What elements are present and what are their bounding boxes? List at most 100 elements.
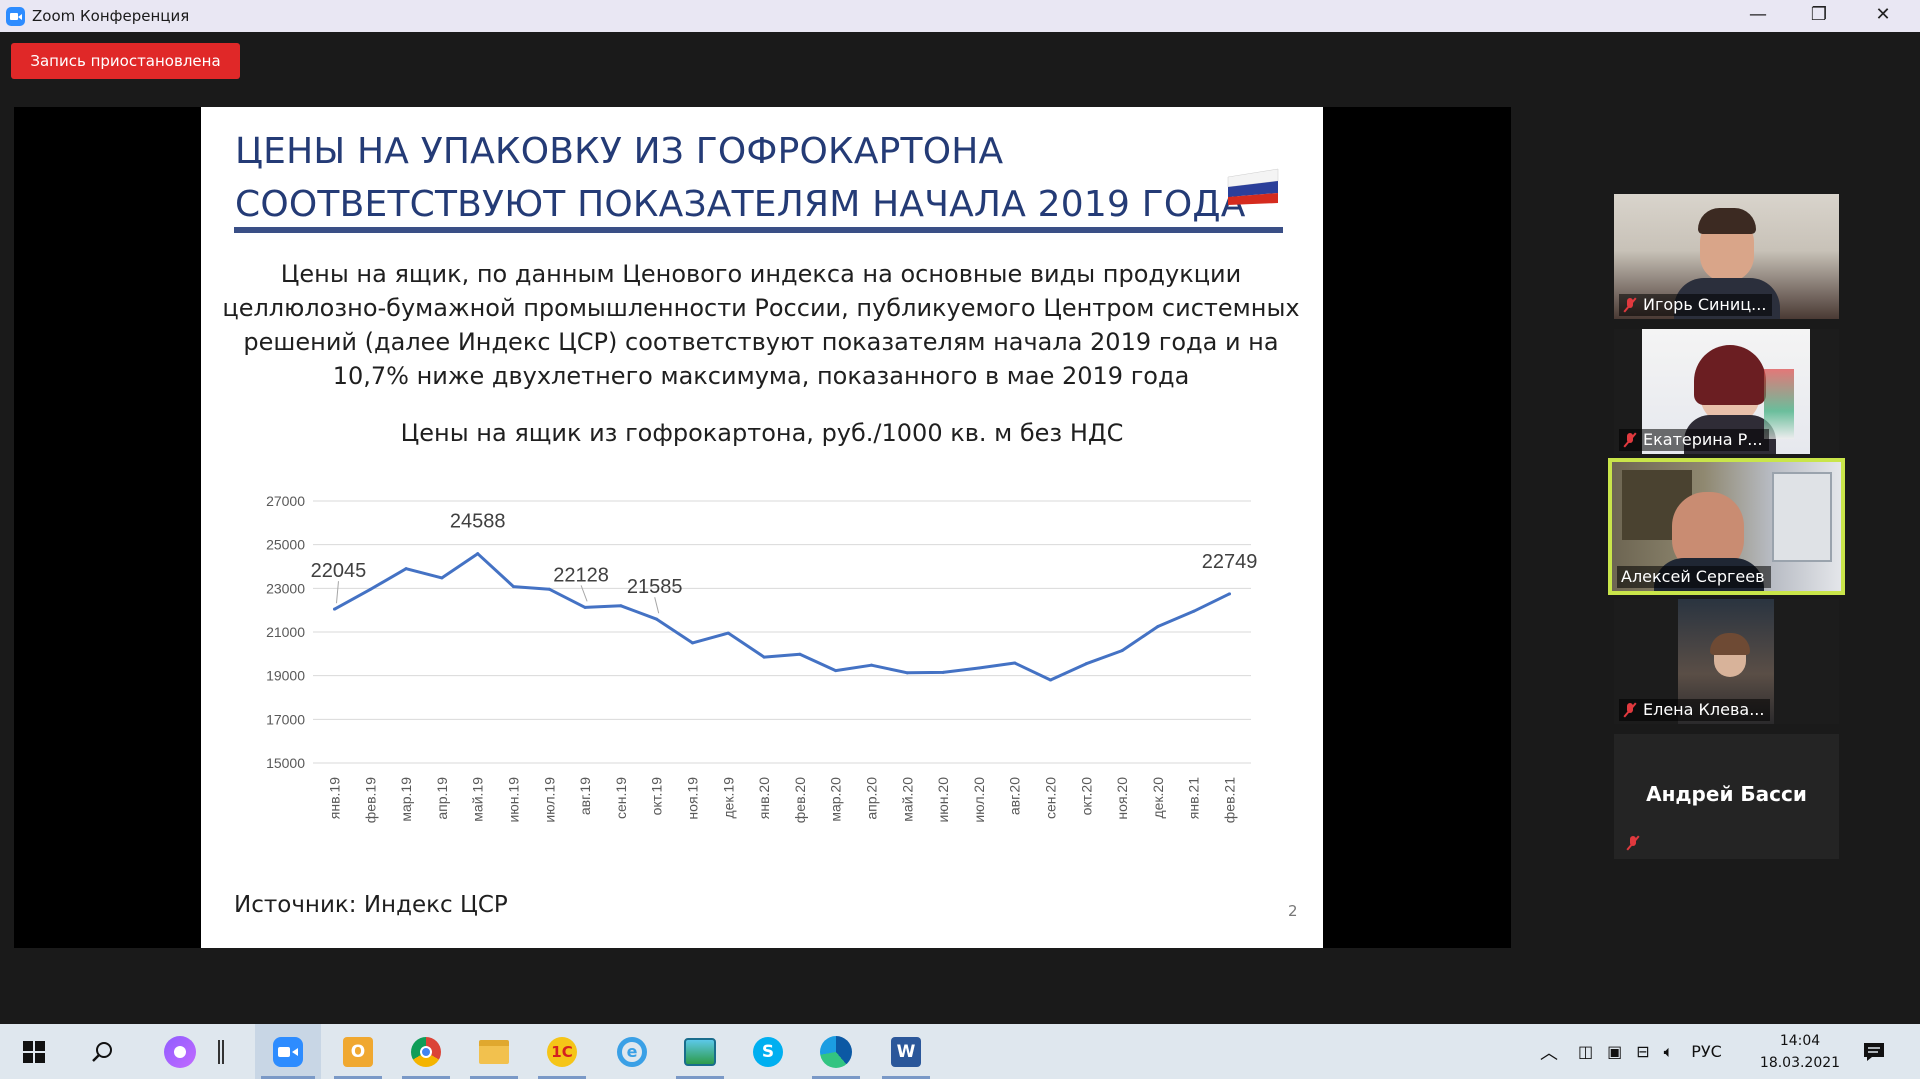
participant-tile-5[interactable]: Андрей Басси xyxy=(1614,734,1839,859)
input-language[interactable]: РУС xyxy=(1691,1042,1722,1061)
presentation-slide: ЦЕНЫ НА УПАКОВКУ ИЗ ГОФРОКАРТОНА СООТВЕТ… xyxy=(201,107,1323,948)
x-tick-label: май.20 xyxy=(899,777,915,822)
data-point xyxy=(476,552,480,556)
data-point xyxy=(511,585,515,589)
taskbar-edge[interactable] xyxy=(806,1024,866,1079)
recording-paused-badge[interactable]: Запись приостановлена xyxy=(11,43,240,79)
series-line xyxy=(333,552,1231,682)
network-icon[interactable]: ⊟ xyxy=(1636,1042,1650,1061)
mic-muted-icon xyxy=(1623,297,1637,313)
x-tick-label: июн.19 xyxy=(505,777,521,823)
skype-icon: S xyxy=(753,1036,783,1067)
data-point xyxy=(619,604,623,608)
window-title: Zoom Конференция xyxy=(32,7,190,25)
x-tick-label: ноя.20 xyxy=(1114,777,1130,820)
data-point xyxy=(870,663,874,667)
meet-now-icon[interactable]: ◫ xyxy=(1578,1042,1594,1061)
data-point xyxy=(655,617,659,621)
x-tick-label: сен.19 xyxy=(613,777,629,819)
x-tick-label: фев.21 xyxy=(1222,777,1238,823)
data-point xyxy=(1049,678,1053,682)
separator-icon xyxy=(218,1039,224,1064)
notifications-button[interactable] xyxy=(1846,1024,1902,1079)
y-tick-label: 27000 xyxy=(266,493,305,509)
slide-title: ЦЕНЫ НА УПАКОВКУ ИЗ ГОФРОКАРТОНА СООТВЕТ… xyxy=(235,125,1255,231)
participant-name-label: Елена Клева... xyxy=(1619,699,1771,721)
x-tick-label: окт.19 xyxy=(649,777,665,816)
participant-tile-2[interactable]: Екатерина Р... xyxy=(1614,329,1839,454)
maximize-button[interactable]: ❐ xyxy=(1810,4,1828,25)
data-label-leader xyxy=(654,597,660,614)
1c-icon: 1С xyxy=(547,1036,577,1067)
taskbar-separator xyxy=(206,1024,236,1079)
taskbar-outlook[interactable]: O xyxy=(328,1024,388,1079)
close-button[interactable]: ✕ xyxy=(1875,4,1891,25)
x-tick-label: сен.20 xyxy=(1043,777,1059,819)
data-point xyxy=(1120,649,1124,653)
edge-icon xyxy=(820,1035,852,1068)
y-tick-label: 21000 xyxy=(266,624,305,640)
participant-name-label: Игорь Синиц... xyxy=(1619,294,1773,316)
zoom-app-icon xyxy=(6,7,25,26)
photo-viewer-icon xyxy=(684,1037,716,1066)
participant-tile-1[interactable]: Игорь Синиц... xyxy=(1614,194,1839,319)
chart-title: Цены на ящик из гофрокартона, руб./1000 … xyxy=(400,419,1124,447)
notifications-icon xyxy=(1864,1042,1884,1061)
mic-muted-icon xyxy=(1623,702,1637,718)
volume-icon[interactable]: 🔈︎ xyxy=(1663,1041,1674,1061)
data-label-leader xyxy=(335,581,339,604)
alice-assistant-icon xyxy=(164,1035,196,1068)
price-line-chart: 15000 17000 19000 21000 23000 25000 27000 янв.1… xyxy=(266,493,1258,823)
data-label: 21585 xyxy=(627,576,683,598)
x-tick-label: авг.20 xyxy=(1007,777,1023,815)
taskbar-1c[interactable]: 1С xyxy=(532,1024,592,1079)
data-point xyxy=(1156,625,1160,629)
search-icon xyxy=(92,1041,112,1062)
system-tray: ︿ ◫ ▣ ⊟ 🔈︎ РУС xyxy=(1540,1024,1722,1079)
slide-title-line-2: СООТВЕТСТВУЮТ ПОКАЗАТЕЛЯМ НАЧАЛА 2019 ГО… xyxy=(235,184,1246,225)
internet-explorer-icon: e xyxy=(617,1036,647,1067)
minimize-button[interactable]: — xyxy=(1749,4,1767,25)
data-point xyxy=(1192,609,1196,613)
data-label: 22045 xyxy=(311,560,367,582)
slide-body-text: Цены на ящик, по данным Ценового индекса… xyxy=(222,260,1300,390)
taskbar-clock[interactable]: 14:04 18.03.2021 xyxy=(1758,1030,1842,1074)
taskbar-file-explorer[interactable] xyxy=(464,1024,524,1079)
taskbar-photo-viewer[interactable] xyxy=(670,1024,730,1079)
title-underline xyxy=(234,227,1283,233)
x-tick-label: янв.19 xyxy=(326,777,342,819)
x-tick-label: фев.20 xyxy=(792,777,808,823)
x-tick-label: янв.21 xyxy=(1186,777,1202,819)
x-tick-label: июл.20 xyxy=(971,777,987,823)
chevron-up-icon[interactable]: ︿ xyxy=(1540,1042,1558,1064)
antivirus-icon[interactable]: ▣ xyxy=(1607,1042,1623,1061)
data-point xyxy=(547,587,551,591)
x-tick-label: мар.20 xyxy=(828,777,844,822)
taskbar-chrome[interactable] xyxy=(396,1024,456,1079)
slide-title-line-1: ЦЕНЫ НА УПАКОВКУ ИЗ ГОФРОКАРТОНА xyxy=(235,131,1004,172)
x-tick-label: окт.20 xyxy=(1078,777,1094,816)
participant-name-label: Алексей Сергеев xyxy=(1617,566,1771,588)
x-tick-label: июн.20 xyxy=(935,777,951,823)
data-label: 22749 xyxy=(1202,551,1258,573)
data-point xyxy=(690,641,694,645)
participant-tile-3-active-speaker[interactable]: Алексей Сергеев xyxy=(1608,458,1845,595)
search-button[interactable] xyxy=(74,1024,130,1079)
participant-tile-4[interactable]: Елена Клева... xyxy=(1614,599,1839,724)
alice-assistant-button[interactable] xyxy=(152,1024,208,1079)
taskbar-zoom[interactable] xyxy=(255,1024,321,1079)
participant-name: Екатерина Р... xyxy=(1643,430,1763,449)
data-point xyxy=(977,666,981,670)
taskbar-word[interactable]: W xyxy=(876,1024,936,1079)
x-tick-label: май.19 xyxy=(470,777,486,822)
start-button[interactable] xyxy=(6,1024,62,1079)
file-explorer-icon xyxy=(479,1039,509,1064)
windows-taskbar: O 1С e S W ︿ ◫ ▣ ⊟ 🔈︎ РУС 14:04 18.03.20… xyxy=(0,1024,1920,1079)
taskbar-skype[interactable]: S xyxy=(738,1024,798,1079)
x-tick-label: июл.19 xyxy=(541,777,557,823)
windows-start-icon xyxy=(23,1040,45,1063)
data-point xyxy=(941,670,945,674)
taskbar-internet-explorer[interactable]: e xyxy=(602,1024,662,1079)
x-tick-label: фев.19 xyxy=(362,777,378,823)
mic-muted-icon xyxy=(1626,835,1640,851)
